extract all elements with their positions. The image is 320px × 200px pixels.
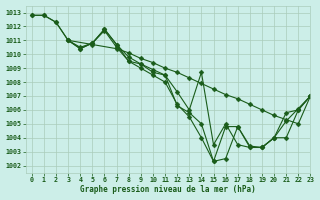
X-axis label: Graphe pression niveau de la mer (hPa): Graphe pression niveau de la mer (hPa) bbox=[80, 185, 256, 194]
